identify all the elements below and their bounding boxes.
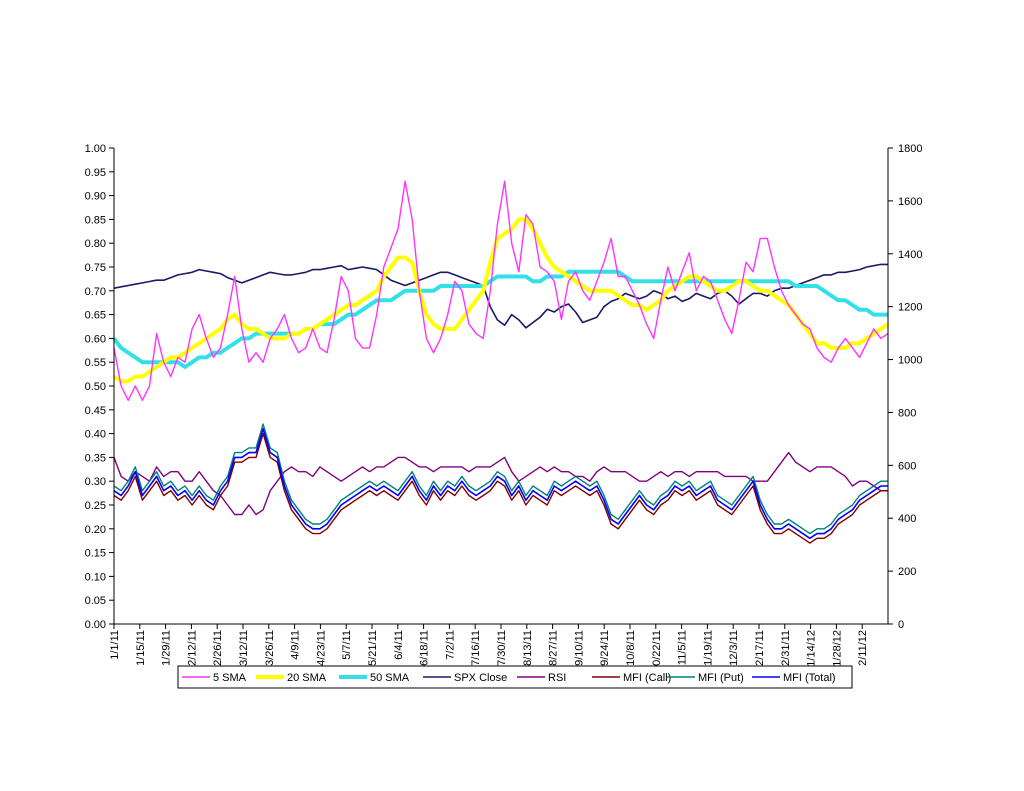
x-tick-label: 3/12/11 (238, 630, 250, 666)
series-line-20-sma (112, 217, 890, 384)
x-tick-label: 1/1/11 (109, 630, 121, 660)
legend-label: MFI (Total) (783, 672, 836, 684)
x-tick-label: 11/19/11 (702, 630, 714, 671)
left-y-tick-label: 0.60 (85, 333, 106, 345)
x-tick-label: 2/26/11 (212, 630, 224, 666)
right-y-tick-label: 1400 (898, 249, 922, 261)
x-tick-label: 10/22/11 (651, 630, 663, 672)
x-tick-label: 3/26/11 (264, 630, 276, 666)
legend-label: 20 SMA (287, 672, 327, 684)
x-tick-label: 4/23/11 (315, 630, 327, 666)
legend-label: MFI (Call) (623, 672, 671, 684)
left-y-tick-label: 0.95 (85, 167, 106, 179)
left-y-tick-label: 0.45 (85, 405, 106, 417)
series-line-mfi-total (113, 427, 888, 540)
x-tick-label: 8/27/11 (548, 630, 560, 666)
x-tick-label: 2/12/11 (186, 630, 198, 666)
right-y-tick-label: 600 (898, 460, 916, 472)
series-line-rsi (113, 451, 888, 516)
x-tick-label: 1/15/11 (135, 630, 147, 666)
left-y-tick-label: 0.20 (85, 524, 106, 536)
left-y-tick-label: 0.75 (85, 262, 106, 274)
legend-label: 5 SMA (213, 672, 247, 684)
right-y-tick-label: 200 (898, 566, 916, 578)
left-y-tick-label: 0.85 (85, 214, 106, 226)
right-y-tick-label: 1200 (898, 302, 922, 314)
left-y-tick-label: 0.10 (85, 571, 106, 583)
left-y-tick-label: 0.35 (85, 452, 106, 464)
series-line-5-sma (113, 180, 889, 401)
left-y-tick-label: 0.00 (85, 619, 106, 631)
x-tick-label: 12/17/11 (754, 630, 766, 672)
left-y-tick-label: 0.55 (85, 357, 106, 369)
left-y-tick-label: 0.05 (85, 595, 106, 607)
x-tick-label: 1/29/11 (161, 630, 173, 666)
x-tick-label: 9/24/11 (599, 630, 611, 666)
x-tick-label: 8/13/11 (522, 630, 534, 666)
x-tick-label: 2/11/12 (857, 630, 869, 666)
series-line-mfi-put (113, 423, 888, 535)
x-tick-label: 10/8/11 (625, 630, 637, 666)
left-y-tick-label: 1.00 (85, 143, 106, 155)
right-y-tick-label: 1800 (898, 143, 922, 155)
legend-label: MFI (Put) (698, 672, 744, 684)
left-y-tick-label: 0.30 (85, 476, 106, 488)
x-tick-label: 9/10/11 (573, 630, 585, 666)
x-tick-label: 1/14/12 (806, 630, 818, 667)
series-line-mfi-call (113, 432, 888, 544)
left-y-tick-label: 0.70 (85, 286, 106, 298)
left-y-tick-label: 0.25 (85, 500, 106, 512)
right-y-tick-label: 1000 (898, 355, 922, 367)
x-tick-label: 4/9/11 (290, 630, 302, 660)
axes: 0.00 0.05 0.10 0.15 0.20 0.25 0.30 0.35 0.40 0.45… (85, 143, 923, 672)
x-tick-label: 11/5/11 (677, 630, 689, 665)
right-y-tick-label: 800 (898, 407, 916, 419)
legend-label: 50 SMA (370, 672, 410, 684)
plot-lines (112, 180, 890, 544)
left-y-tick-label: 0.15 (85, 548, 106, 560)
left-y-tick-label: 0.50 (85, 381, 106, 393)
left-y-tick-label: 0.65 (85, 310, 106, 322)
x-tick-label: 5/21/11 (367, 630, 379, 666)
right-y-tick-label: 1600 (898, 196, 922, 208)
legend-label: SPX Close (454, 672, 507, 684)
x-tick-label: 7/16/11 (470, 630, 482, 666)
left-y-tick-label: 0.80 (85, 238, 106, 250)
x-tick-label: 1/28/12 (831, 630, 843, 667)
right-y-tick-label: 400 (898, 513, 916, 525)
x-tick-label: 7/2/11 (444, 630, 456, 660)
legend: 5 SMA 20 SMA 50 SMA SPX Close RSI MFI (Call) M… (177, 665, 853, 689)
x-tick-label: 7/30/11 (496, 630, 508, 666)
right-y-tick-label: 0 (898, 619, 904, 631)
x-tick-label: 6/4/11 (393, 630, 405, 660)
left-y-tick-label: 0.40 (85, 429, 106, 441)
x-tick-label: 5/7/11 (341, 630, 353, 660)
series-line-spx-close (113, 263, 888, 329)
x-tick-label: 12/31/11 (780, 630, 792, 672)
legend-box (177, 665, 853, 689)
series-line-50-sma (112, 269, 888, 369)
left-y-tick-label: 0.90 (85, 191, 106, 203)
x-tick-label: 12/3/11 (728, 630, 740, 666)
legend-label: RSI (548, 672, 566, 684)
x-tick-label: 6/18/11 (419, 630, 431, 666)
